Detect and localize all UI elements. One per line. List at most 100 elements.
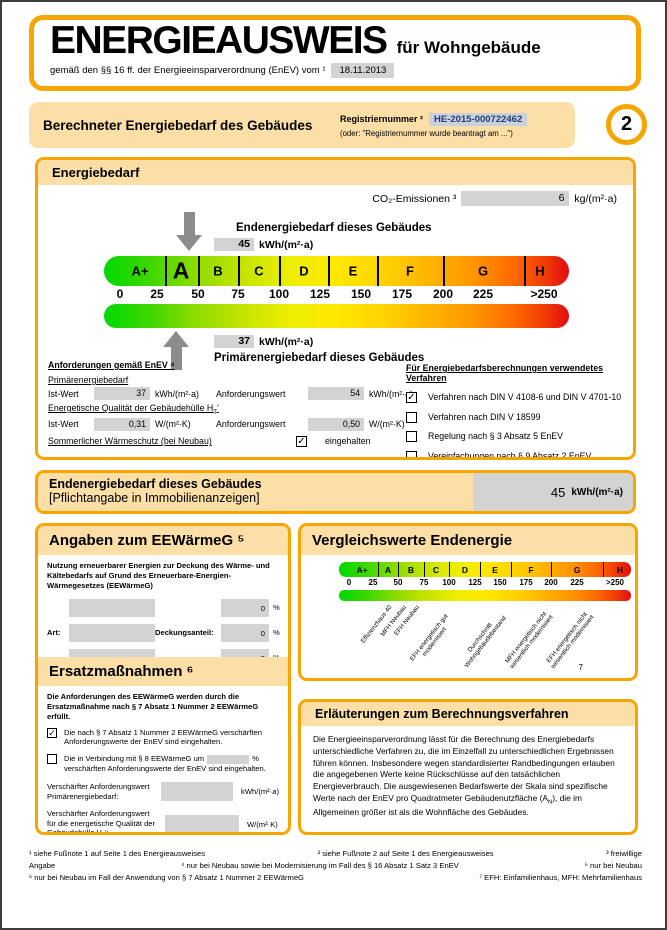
- verfahren-title: Für Energiebedarfsberechnungen verwendet…: [406, 363, 604, 383]
- footnotes: ¹ siehe Fußnote 1 auf Seite 1 des Energi…: [29, 848, 642, 883]
- eewaermeg-panel: Angaben zum EEWärmeG ⁵ Nutzung erneuerba…: [35, 523, 291, 835]
- vergleich-scale: A+ A B C D E F G H 0 25 50 75 100 125 15…: [339, 562, 631, 670]
- footnote: ⁷ EFH: Einfamilienhaus, MFH: Mehrfamilie…: [479, 872, 642, 882]
- sommerlicher-waermeschutz-row: Sommerlicher Wärmeschutz (bei Neubau) ✓ …: [48, 435, 371, 447]
- ist-wert-field[interactable]: 37: [94, 387, 150, 400]
- eingehalten-checkbox[interactable]: ✓: [296, 435, 307, 447]
- erlaeuterungen-header: Erläuterungen zum Berechnungsverfahren: [301, 702, 635, 726]
- class-label: F: [406, 263, 414, 279]
- vergleich-labels: Effizienzhaus 40 MFH Neubau EFH Neubau E…: [339, 601, 631, 670]
- endbar-value-field[interactable]: 45 kWh/(m²·a): [473, 473, 633, 511]
- art-field[interactable]: [69, 623, 155, 642]
- art-field[interactable]: [69, 598, 155, 617]
- anteil-field[interactable]: 0: [221, 623, 269, 642]
- verfahren-item: Vereinfachungen nach § 9 Absatz 2 EnEV: [406, 450, 628, 457]
- co2-label: CO₂-Emissionen ³: [372, 192, 457, 205]
- vergleichswerte-panel: Vergleichswerte Endenergie A+ A B C D E …: [298, 523, 638, 681]
- arrow-down-icon: [176, 212, 202, 251]
- ersatzmassnahmen-content: Die Anforderungen des EEWärmeG werden du…: [38, 688, 288, 835]
- verschaerfter-anforderungswert-row: Verschärfter Anforderungswert für die en…: [47, 809, 278, 835]
- verfahren-checkbox-3[interactable]: [406, 450, 417, 457]
- ersatz-checkbox-1[interactable]: ✓: [47, 727, 57, 738]
- anforderungen-block: Anforderungen gemäß EnEV ⁴ Primärenergie…: [48, 360, 413, 447]
- title-box: ENERGIEAUSWEIS für Wohngebäude gemäß den…: [29, 15, 641, 91]
- anforderungen-row2: Ist-Wert 0,31 W/(m²·K) Anforderungswert …: [48, 417, 405, 431]
- enev-date-field[interactable]: 18.11.2013: [331, 62, 395, 78]
- anforderungen-group1: Primärenergiebedarf: [48, 375, 129, 385]
- anforderungen-group2: Energetische Qualität der Gebäudehülle H…: [48, 403, 219, 416]
- anforderungen-row1: Ist-Wert 37 kWh/(m²·a) Anforderungswert …: [48, 387, 413, 400]
- ersatz-intro: Die Anforderungen des EEWärmeG werden du…: [47, 692, 259, 721]
- energy-scale-area: Endenergiebedarf dieses Gebäudes 45 kWh/…: [104, 212, 569, 372]
- vergleich-tick-row: 0 25 50 75 100 125 150 175 200 225 >250: [346, 578, 625, 587]
- footnote: ² siehe Fußnote 2 auf Seite 1 des Energi…: [317, 849, 494, 858]
- verfahren-item: Regelung nach § 3 Absatz 5 EnEV: [406, 431, 628, 442]
- endenergie-value-field[interactable]: 45: [214, 238, 254, 251]
- vergleichswerte-header: Vergleichswerte Endenergie: [301, 526, 635, 555]
- req1-value-field[interactable]: [161, 782, 234, 802]
- eewaermeg-row: 0 %: [47, 598, 280, 618]
- class-label: E: [348, 263, 358, 279]
- footnote: ¹ siehe Fußnote 1 auf Seite 1 des Energi…: [29, 849, 206, 858]
- class-label: A+: [131, 263, 149, 279]
- anforderungswert-field[interactable]: 54: [308, 387, 364, 400]
- ersatzmassnahmen-header: Ersatzmaßnahmen ⁶: [38, 657, 288, 686]
- footnote: ⁴ nur bei Neubau sowie bei Modernisierun…: [181, 860, 459, 870]
- footnote: ³ freiwillige: [606, 849, 642, 858]
- verfahren-item: Verfahren nach DIN V 18599: [406, 411, 628, 423]
- class-label: B: [213, 263, 223, 279]
- registration-alt-text: (oder: "Registriernummer wurde beantragt…: [340, 128, 513, 138]
- scale-tick-row: 0 25 50 75 100 125 150 175 200 225 >250: [116, 287, 558, 301]
- verfahren-item: ✓ Verfahren nach DIN V 4108-6 und DIN V …: [406, 392, 622, 403]
- anteil-field[interactable]: 0: [221, 598, 269, 617]
- verfahren-checkbox-2[interactable]: [406, 431, 417, 442]
- energiebedarf-header: Energiebedarf: [38, 160, 633, 185]
- co2-value-field[interactable]: 6: [461, 191, 570, 206]
- verfahren-block: Für Energiebedarfsberechnungen verwendet…: [406, 363, 628, 457]
- section-title: Berechneter Energiebedarf des Gebäudes: [43, 117, 313, 133]
- footnote: Angabe: [29, 860, 56, 870]
- verschaerfter-anforderungswert-row: Verschärfter Anforderungswert Primärener…: [47, 782, 279, 802]
- registration-label: Registriernummer ²: [340, 114, 424, 124]
- class-label: G: [477, 263, 489, 279]
- class-label: C: [254, 263, 264, 279]
- endenergie-label: Endenergiebedarf dieses Gebäudes: [236, 222, 432, 234]
- registration-number-field[interactable]: HE-2015-000722462: [429, 112, 528, 126]
- ersatz-checkbox-2[interactable]: [47, 754, 57, 765]
- class-label-current: A: [172, 257, 190, 284]
- energy-class-scale: A+ A B C D E F G H: [104, 256, 569, 286]
- ersatz-check-row: Die in Verbindung mit § 8 EEWärmeG um% v…: [47, 754, 279, 774]
- primaerenergie-unit: kWh/(m²·a): [259, 335, 314, 348]
- footnote: ⁵ nur bei Neubau: [584, 860, 642, 870]
- endenergiebedarf-pflicht-bar: Endenergiebedarf dieses Gebäudes [Pflich…: [35, 470, 636, 514]
- primaerenergie-value-field[interactable]: 37: [214, 335, 254, 348]
- endbar-title: Endenergiebedarf dieses Gebäudes: [49, 477, 262, 491]
- vergleich-class-scale: A+ A B C D E F G H: [339, 562, 631, 577]
- anforderungswert-field[interactable]: 0,50: [308, 417, 364, 431]
- page-title-suffix: für Wohngebäude: [396, 38, 541, 57]
- primaerenergie-label: Primärenergiebedarf dieses Gebäudes: [214, 352, 425, 364]
- ist-wert-field[interactable]: 0,31: [94, 417, 150, 431]
- co2-emissions-row: CO₂-Emissionen ³ 6 kg/(m²·a): [372, 191, 617, 206]
- erlaeuterungen-panel: Erläuterungen zum Berechnungsverfahren D…: [298, 699, 638, 835]
- erlaeuterungen-body: Die Energieeinsparverordnung lässt für d…: [313, 734, 615, 817]
- vergleich-footnote-mark: 7: [578, 663, 583, 672]
- prozent-field[interactable]: [207, 754, 250, 764]
- verfahren-checkbox-0[interactable]: ✓: [406, 392, 417, 403]
- endenergie-unit: kWh/(m²·a): [259, 238, 314, 251]
- vergleich-gradient-bar: [339, 590, 631, 601]
- ersatz-check-row: ✓ Die nach § 7 Absatz 1 Nummer 2 EEWärme…: [47, 727, 262, 747]
- co2-unit: kg/(m²·a): [574, 192, 617, 205]
- verfahren-checkbox-1[interactable]: [406, 411, 417, 423]
- primary-energy-scale: [104, 304, 569, 328]
- page-number-badge: 2: [606, 104, 647, 145]
- arrow-up-icon: [163, 331, 189, 370]
- law-reference-text: gemäß den §§ 16 ff. der Energieeinsparve…: [50, 64, 326, 76]
- req2-value-field[interactable]: [165, 815, 239, 832]
- eewaermeg-row: Art: Deckungsanteil: 0 %: [47, 623, 280, 643]
- section-header-bar: Berechneter Energiebedarf des Gebäudes R…: [29, 102, 575, 148]
- class-label: H: [535, 263, 545, 279]
- eewaermeg-header: Angaben zum EEWärmeG ⁵: [38, 526, 288, 555]
- energiebedarf-panel: Energiebedarf CO₂-Emissionen ³ 6 kg/(m²·…: [35, 157, 636, 460]
